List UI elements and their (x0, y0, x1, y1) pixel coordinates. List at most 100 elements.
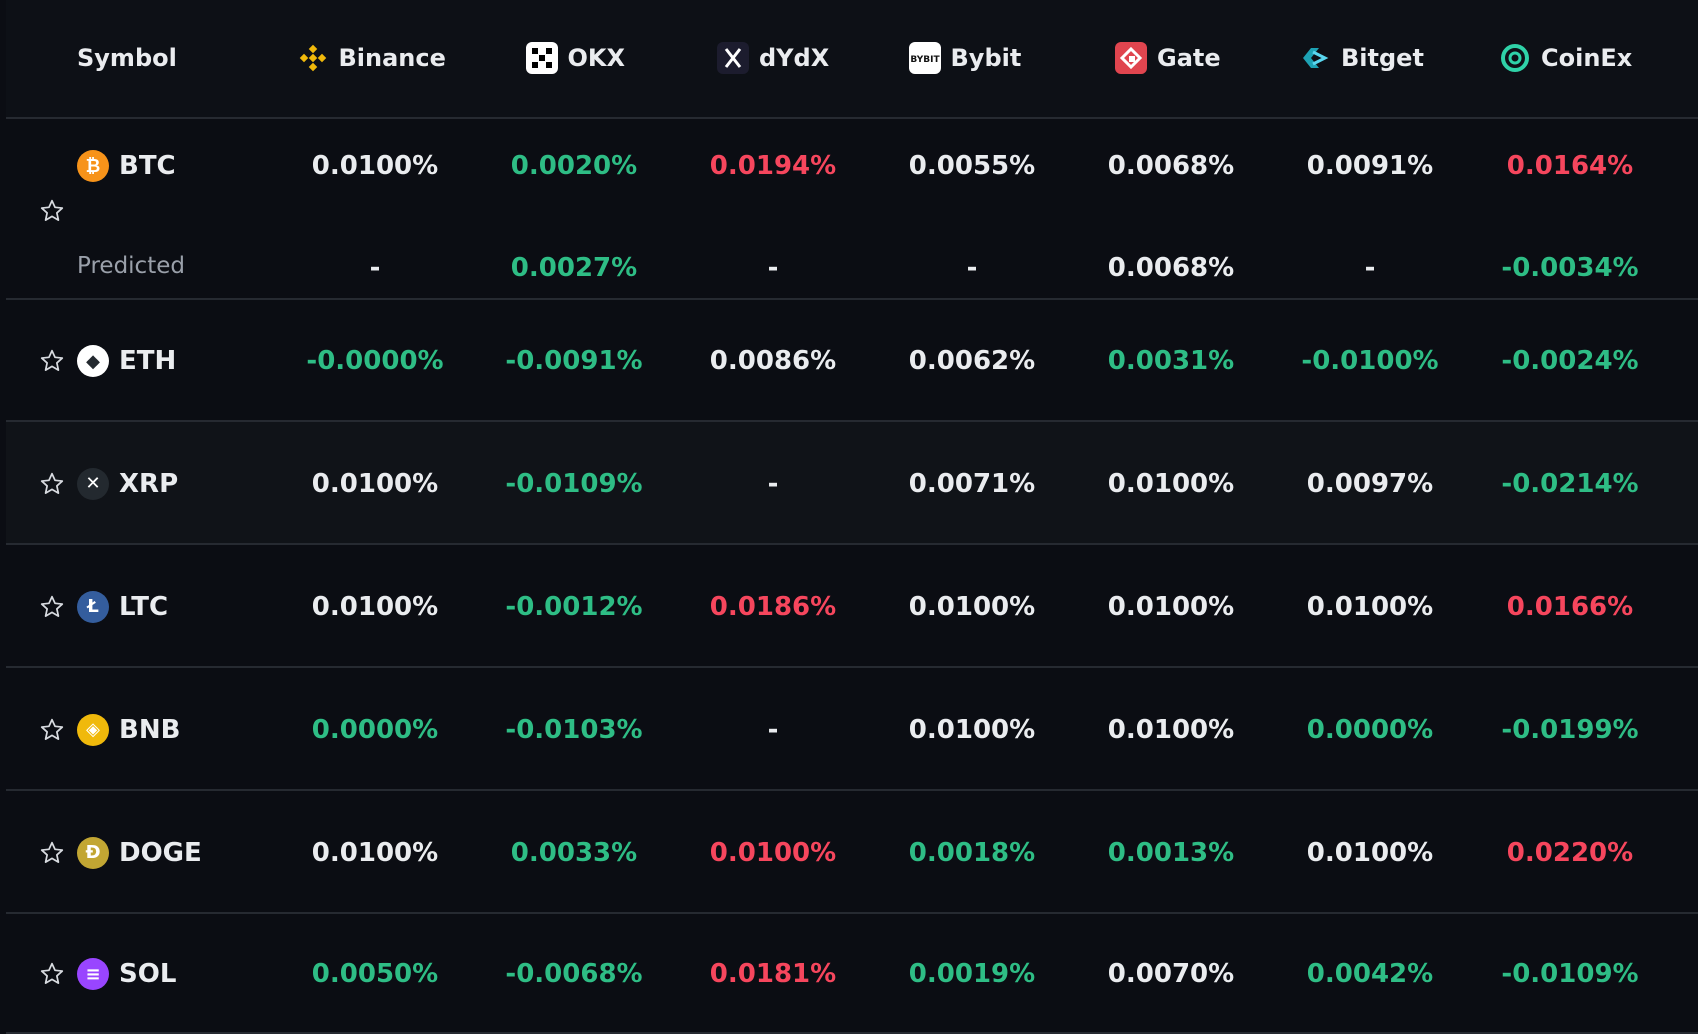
funding-rate-cell[interactable]: 0.0166% (1506, 591, 1634, 622)
favorite-star-icon[interactable] (39, 198, 65, 224)
table-row[interactable] (6, 119, 1698, 300)
funding-rate-cell[interactable]: 0.0100% (1107, 591, 1235, 622)
funding-rate-cell[interactable]: 0.0100% (311, 591, 439, 622)
funding-rate-cell[interactable]: 0.0055% (908, 151, 1036, 181)
funding-rate-cell[interactable]: 0.0100% (311, 151, 439, 181)
symbol-label: DOGE (119, 837, 202, 868)
funding-rate-cell[interactable]: 0.0033% (510, 837, 638, 868)
funding-rate-cell[interactable]: 0.0018% (908, 837, 1036, 868)
favorite-star-icon[interactable] (39, 961, 65, 987)
funding-rate-cell[interactable]: 0.0086% (709, 346, 837, 376)
header-coinex[interactable]: CoinEx (1499, 41, 1632, 75)
funding-rate-cell[interactable]: 0.0042% (1306, 959, 1434, 989)
table-row[interactable] (6, 914, 1698, 1034)
funding-rate-cell[interactable]: 0.0181% (709, 959, 837, 989)
table-row[interactable] (6, 300, 1698, 422)
symbol-label: LTC (119, 591, 169, 622)
funding-rate-cell[interactable]: 0.0100% (1107, 468, 1235, 499)
funding-rate-cell[interactable]: 0.0091% (1306, 151, 1434, 181)
header-bitget[interactable]: Bitget (1299, 41, 1424, 75)
header-okx[interactable]: OKX (525, 41, 626, 75)
header-bybit[interactable]: BYBIT Bybit (908, 41, 1021, 75)
header-exchange-label: Gate (1157, 44, 1221, 72)
favorite-star-icon[interactable] (39, 348, 65, 374)
favorite-star-icon[interactable] (39, 471, 65, 497)
funding-rate-cell[interactable]: -0.0068% (505, 959, 643, 989)
funding-rate-cell[interactable]: 0.0220% (1506, 837, 1634, 868)
symbol-label: ETH (119, 346, 177, 376)
funding-rate-cell[interactable]: - (767, 468, 779, 499)
favorite-star-icon[interactable] (39, 594, 65, 620)
xrp-icon: ✕ (77, 467, 109, 500)
funding-rate-cell[interactable]: 0.0194% (709, 151, 837, 181)
predicted-rate-cell[interactable]: - (767, 253, 779, 283)
funding-rate-cell[interactable]: -0.0091% (505, 346, 643, 376)
symbol-btc[interactable]: ₿ BTC (77, 150, 176, 182)
funding-rate-cell[interactable]: 0.0100% (1107, 714, 1235, 745)
header-exchange-label: OKX (567, 44, 626, 72)
row-divider (6, 117, 1698, 119)
row-divider (6, 543, 1698, 545)
funding-rate-cell[interactable]: -0.0012% (505, 591, 643, 622)
funding-rate-cell[interactable]: -0.0109% (1501, 959, 1639, 989)
funding-rate-cell[interactable]: 0.0100% (908, 591, 1036, 622)
funding-rate-cell[interactable]: -0.0024% (1501, 346, 1639, 376)
funding-rate-cell[interactable]: 0.0100% (709, 837, 837, 868)
funding-rate-cell[interactable]: 0.0164% (1506, 151, 1634, 181)
predicted-rate-cell[interactable]: - (1364, 253, 1376, 283)
funding-rate-cell[interactable]: 0.0097% (1306, 468, 1434, 499)
symbol-eth[interactable]: ◆ ETH (77, 345, 176, 377)
table-row[interactable] (6, 668, 1698, 791)
funding-rate-cell[interactable]: -0.0199% (1501, 714, 1639, 745)
funding-rate-cell[interactable]: 0.0100% (908, 714, 1036, 745)
header-binance[interactable]: Binance (297, 41, 446, 75)
funding-rate-cell[interactable]: 0.0050% (311, 959, 439, 989)
predicted-rate-cell[interactable]: - (966, 253, 978, 283)
funding-rate-cell[interactable]: - (767, 714, 779, 745)
funding-rate-cell[interactable]: 0.0000% (311, 714, 439, 745)
row-divider (6, 912, 1698, 914)
funding-rate-cell[interactable]: -0.0000% (306, 346, 444, 376)
funding-rate-cell[interactable]: 0.0186% (709, 591, 837, 622)
funding-rate-cell[interactable]: 0.0000% (1306, 714, 1434, 745)
predicted-rate-cell[interactable]: - (369, 253, 381, 283)
favorite-star-icon[interactable] (39, 840, 65, 866)
table-row[interactable] (6, 422, 1698, 545)
funding-rate-cell[interactable]: 0.0019% (908, 959, 1036, 989)
funding-rate-cell[interactable]: 0.0100% (1306, 837, 1434, 868)
header-symbol[interactable]: Symbol (77, 41, 177, 75)
funding-rate-cell[interactable]: -0.0214% (1501, 468, 1639, 499)
row-divider (6, 666, 1698, 668)
funding-rate-cell[interactable]: 0.0100% (1306, 591, 1434, 622)
symbol-sol[interactable]: ≡ SOL (77, 958, 176, 990)
funding-rate-cell[interactable]: 0.0062% (908, 346, 1036, 376)
funding-rate-cell[interactable]: 0.0020% (510, 151, 638, 181)
row-divider (6, 1032, 1698, 1034)
header-dydx[interactable]: dYdX (717, 41, 829, 75)
predicted-rate-cell[interactable]: 0.0027% (510, 253, 638, 283)
funding-rate-cell[interactable]: -0.0100% (1301, 346, 1439, 376)
symbol-bnb[interactable]: ◈ BNB (77, 713, 180, 746)
predicted-rate-cell[interactable]: -0.0034% (1501, 253, 1639, 283)
table-header (0, 0, 1698, 117)
predicted-rate-cell[interactable]: 0.0068% (1107, 253, 1235, 283)
symbol-ltc[interactable]: Ł LTC (77, 590, 169, 623)
funding-rate-cell[interactable]: -0.0109% (505, 468, 643, 499)
funding-rate-cell[interactable]: -0.0103% (505, 714, 643, 745)
funding-rate-cell[interactable]: 0.0071% (908, 468, 1036, 499)
symbol-doge[interactable]: Ð DOGE (77, 836, 202, 869)
funding-rate-cell[interactable]: 0.0013% (1107, 837, 1235, 868)
funding-rate-cell[interactable]: 0.0100% (311, 837, 439, 868)
funding-rate-cell[interactable]: 0.0031% (1107, 346, 1235, 376)
header-gate[interactable]: Gate (1115, 41, 1221, 75)
symbol-xrp[interactable]: ✕ XRP (77, 467, 178, 500)
table-row[interactable] (6, 545, 1698, 668)
funding-rate-cell[interactable]: 0.0100% (311, 468, 439, 499)
funding-rate-cell[interactable]: 0.0070% (1107, 959, 1235, 989)
table-row[interactable] (6, 791, 1698, 914)
favorite-star-icon[interactable] (39, 717, 65, 743)
predicted-label: Predicted (77, 253, 185, 279)
funding-rate-cell[interactable]: 0.0068% (1107, 151, 1235, 181)
doge-icon: Ð (77, 836, 109, 869)
